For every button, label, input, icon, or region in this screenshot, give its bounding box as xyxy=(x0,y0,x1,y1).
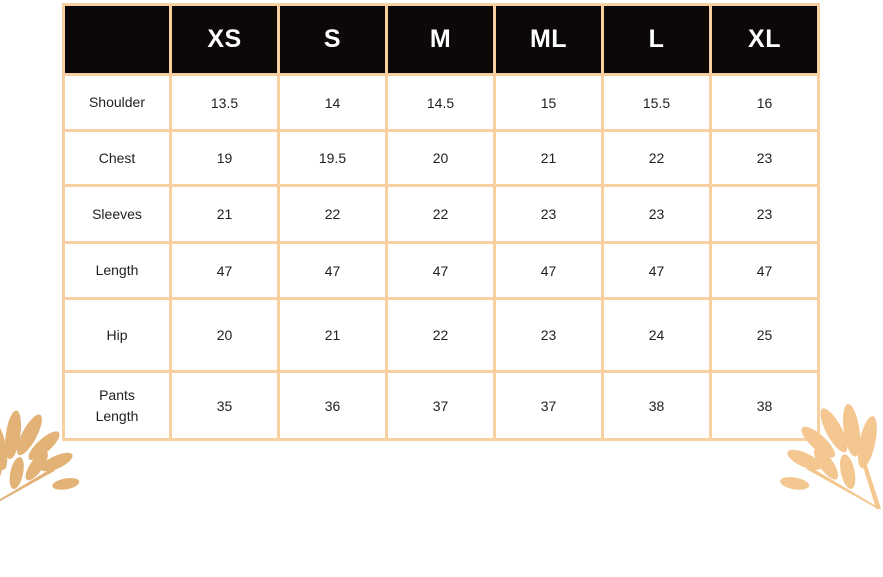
table-row-sleeves: Sleeves 21 22 22 23 23 23 xyxy=(62,184,820,244)
size-value-cell: 15.5 xyxy=(601,73,712,132)
size-value-cell: 47 xyxy=(277,241,388,300)
size-value-cell: 47 xyxy=(601,241,712,300)
size-value-cell: 22 xyxy=(385,297,496,373)
measurement-row-label: Hip xyxy=(62,297,172,373)
size-chart-table: XS S M ML L XL Shoulder 13.5 14 14.5 15 … xyxy=(62,3,820,441)
size-value-cell: 47 xyxy=(385,241,496,300)
measurement-row-label: Pants Length xyxy=(62,370,172,441)
measurement-row-label: Sleeves xyxy=(62,184,172,244)
size-value-cell: 20 xyxy=(385,129,496,187)
size-value-cell: 38 xyxy=(601,370,712,441)
table-row-hip: Hip 20 21 22 23 24 25 xyxy=(62,297,820,373)
header-size-s: S xyxy=(277,3,388,76)
table-row-length: Length 47 47 47 47 47 47 xyxy=(62,241,820,300)
header-size-xs: XS xyxy=(169,3,280,76)
size-value-cell: 23 xyxy=(709,129,820,187)
size-value-cell: 35 xyxy=(169,370,280,441)
size-value-cell: 38 xyxy=(709,370,820,441)
size-value-cell: 19.5 xyxy=(277,129,388,187)
header-size-xl: XL xyxy=(709,3,820,76)
size-value-cell: 16 xyxy=(709,73,820,132)
size-value-cell: 47 xyxy=(493,241,604,300)
size-value-cell: 23 xyxy=(709,184,820,244)
size-value-cell: 37 xyxy=(385,370,496,441)
table-row-chest: Chest 19 19.5 20 21 22 23 xyxy=(62,129,820,187)
size-value-cell: 25 xyxy=(709,297,820,373)
measurement-row-label: Chest xyxy=(62,129,172,187)
size-value-cell: 14 xyxy=(277,73,388,132)
size-value-cell: 22 xyxy=(385,184,496,244)
size-value-cell: 24 xyxy=(601,297,712,373)
size-value-cell: 23 xyxy=(601,184,712,244)
size-value-cell: 21 xyxy=(493,129,604,187)
size-value-cell: 22 xyxy=(601,129,712,187)
size-value-cell: 22 xyxy=(277,184,388,244)
size-value-cell: 47 xyxy=(169,241,280,300)
size-value-cell: 15 xyxy=(493,73,604,132)
header-size-m: M xyxy=(385,3,496,76)
size-value-cell: 13.5 xyxy=(169,73,280,132)
measurement-row-label: Length xyxy=(62,241,172,300)
size-value-cell: 47 xyxy=(709,241,820,300)
header-size-ml: ML xyxy=(493,3,604,76)
size-value-cell: 14.5 xyxy=(385,73,496,132)
size-value-cell: 23 xyxy=(493,297,604,373)
table-row-pants-length: Pants Length 35 36 37 37 38 38 xyxy=(62,370,820,441)
size-value-cell: 20 xyxy=(169,297,280,373)
header-size-l: L xyxy=(601,3,712,76)
size-value-cell: 36 xyxy=(277,370,388,441)
header-corner-cell xyxy=(62,3,172,76)
header-row: XS S M ML L XL xyxy=(62,3,820,76)
size-value-cell: 21 xyxy=(169,184,280,244)
table-row-shoulder: Shoulder 13.5 14 14.5 15 15.5 16 xyxy=(62,73,820,132)
size-value-cell: 23 xyxy=(493,184,604,244)
size-value-cell: 21 xyxy=(277,297,388,373)
measurement-row-label: Shoulder xyxy=(62,73,172,132)
size-value-cell: 19 xyxy=(169,129,280,187)
size-value-cell: 37 xyxy=(493,370,604,441)
